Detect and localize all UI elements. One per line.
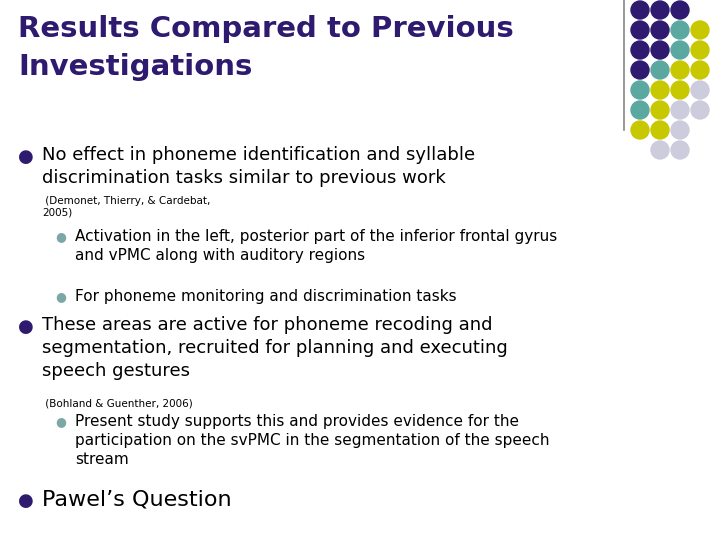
Circle shape bbox=[631, 61, 649, 79]
Text: ●: ● bbox=[55, 415, 66, 428]
Text: ●: ● bbox=[18, 148, 34, 166]
Circle shape bbox=[651, 141, 669, 159]
Text: (Bohland & Guenther, 2006): (Bohland & Guenther, 2006) bbox=[42, 398, 193, 408]
Circle shape bbox=[631, 101, 649, 119]
Circle shape bbox=[631, 81, 649, 99]
Circle shape bbox=[671, 101, 689, 119]
Circle shape bbox=[671, 61, 689, 79]
Circle shape bbox=[631, 21, 649, 39]
Circle shape bbox=[671, 1, 689, 19]
Circle shape bbox=[691, 81, 709, 99]
Text: No effect in phoneme identification and syllable
discrimination tasks similar to: No effect in phoneme identification and … bbox=[42, 146, 475, 187]
Text: Activation in the left, posterior part of the inferior frontal gyrus
and vPMC al: Activation in the left, posterior part o… bbox=[75, 229, 557, 263]
Text: For phoneme monitoring and discrimination tasks: For phoneme monitoring and discriminatio… bbox=[75, 289, 456, 304]
Circle shape bbox=[631, 121, 649, 139]
Circle shape bbox=[691, 61, 709, 79]
Text: Results Compared to Previous: Results Compared to Previous bbox=[18, 15, 514, 43]
Text: ●: ● bbox=[55, 230, 66, 243]
Text: ●: ● bbox=[18, 318, 34, 336]
Circle shape bbox=[651, 101, 669, 119]
Circle shape bbox=[651, 121, 669, 139]
Circle shape bbox=[671, 41, 689, 59]
Circle shape bbox=[671, 141, 689, 159]
Text: Investigations: Investigations bbox=[18, 53, 253, 81]
Text: Present study supports this and provides evidence for the
participation on the s: Present study supports this and provides… bbox=[75, 414, 549, 468]
Circle shape bbox=[631, 1, 649, 19]
Text: These areas are active for phoneme recoding and
segmentation, recruited for plan: These areas are active for phoneme recod… bbox=[42, 316, 508, 380]
Text: ●: ● bbox=[18, 492, 34, 510]
Circle shape bbox=[691, 41, 709, 59]
Text: ●: ● bbox=[55, 290, 66, 303]
Circle shape bbox=[651, 41, 669, 59]
Circle shape bbox=[651, 61, 669, 79]
Circle shape bbox=[631, 41, 649, 59]
Circle shape bbox=[671, 21, 689, 39]
Circle shape bbox=[671, 121, 689, 139]
Circle shape bbox=[651, 1, 669, 19]
Text: (Demonet, Thierry, & Cardebat,
2005): (Demonet, Thierry, & Cardebat, 2005) bbox=[42, 196, 210, 218]
Circle shape bbox=[671, 81, 689, 99]
Circle shape bbox=[651, 21, 669, 39]
Circle shape bbox=[691, 21, 709, 39]
Text: Pawel’s Question: Pawel’s Question bbox=[42, 490, 232, 510]
Circle shape bbox=[651, 81, 669, 99]
Circle shape bbox=[691, 101, 709, 119]
